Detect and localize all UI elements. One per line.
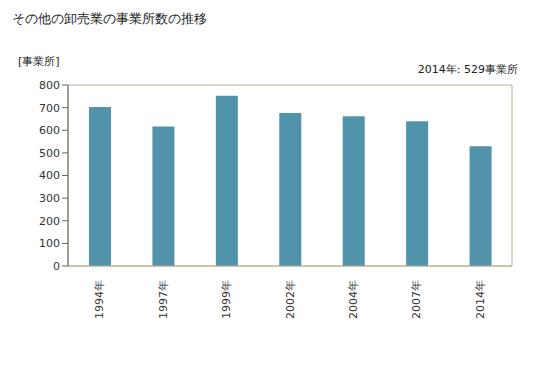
svg-text:2007年: 2007年 (410, 280, 423, 319)
html-text:[事業所]: [事業所] (18, 55, 60, 68)
html-text:2014年: 529事業所: 2014年: 529事業所 (417, 63, 518, 76)
svg-text:1999年: 1999年 (220, 280, 233, 319)
svg-text:0: 0 (53, 260, 60, 273)
svg-text:2014年: 2014年 (474, 280, 487, 319)
svg-text:1994年: 1994年 (93, 280, 106, 319)
svg-text:800: 800 (39, 79, 60, 92)
svg-text:300: 300 (39, 192, 60, 205)
svg-text:2004年: 2004年 (347, 280, 360, 319)
svg-text:400: 400 (39, 169, 60, 182)
svg-text:700: 700 (39, 102, 60, 115)
html-text:その他の卸売業の事業所数の推移: その他の卸売業の事業所数の推移 (12, 11, 207, 26)
svg-text:600: 600 (39, 124, 60, 137)
svg-text:200: 200 (39, 215, 60, 228)
svg-text:100: 100 (39, 237, 60, 250)
svg-text:2002年: 2002年 (284, 280, 297, 319)
svg-text:1997年: 1997年 (157, 280, 170, 319)
svg-text:500: 500 (39, 147, 60, 160)
